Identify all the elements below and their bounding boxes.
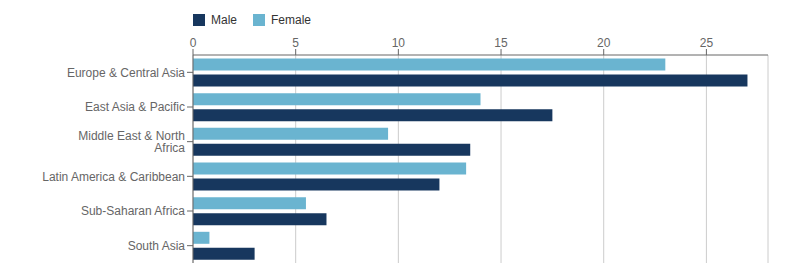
svg-text:Middle East & NorthAfrica: Middle East & NorthAfrica — [78, 129, 185, 155]
svg-text:5: 5 — [292, 36, 299, 50]
svg-text:East Asia & Pacific: East Asia & Pacific — [85, 100, 185, 114]
svg-text:10: 10 — [392, 36, 406, 50]
html-text:Male: Male — [211, 13, 237, 27]
svg-text:Europe & Central Asia: Europe & Central Asia — [67, 66, 185, 80]
svg-text:25: 25 — [700, 36, 714, 50]
svg-text:South Asia: South Asia — [128, 239, 186, 253]
html-text:Female: Female — [271, 13, 311, 27]
svg-text:Sub-Saharan Africa: Sub-Saharan Africa — [81, 204, 185, 218]
svg-text:20: 20 — [597, 36, 611, 50]
svg-text:Latin America & Caribbean: Latin America & Caribbean — [42, 170, 185, 184]
svg-text:0: 0 — [190, 36, 197, 50]
svg-text:15: 15 — [494, 36, 508, 50]
